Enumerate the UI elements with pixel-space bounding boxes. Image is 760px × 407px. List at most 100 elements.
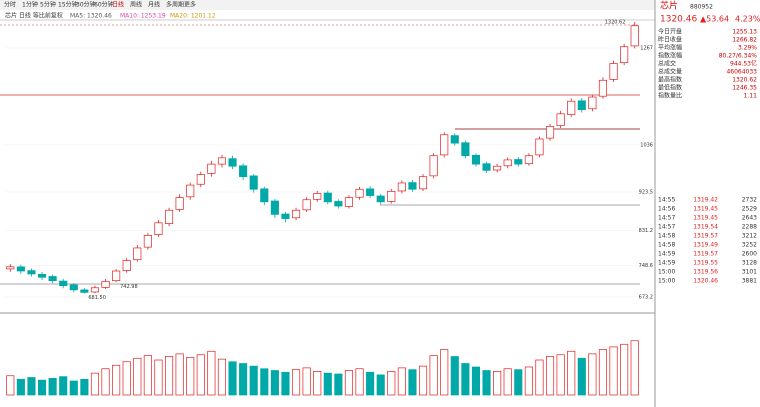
stat-value: 944.53亿 xyxy=(730,60,757,68)
candle-body xyxy=(620,46,629,64)
volume-bar xyxy=(450,356,459,396)
candle-body xyxy=(440,134,449,156)
ma-label: MA20: 1201.12 xyxy=(170,13,216,20)
volume-bar xyxy=(630,340,639,396)
volume-bar xyxy=(207,350,216,396)
toolbar-bg xyxy=(0,0,655,10)
tab[interactable]: 60分钟 xyxy=(94,1,114,9)
volume-bar xyxy=(122,361,131,396)
candle-body xyxy=(302,199,311,211)
volume-bar xyxy=(6,375,15,396)
candle-body xyxy=(387,191,396,202)
volume-bar xyxy=(101,368,110,396)
volume-bar xyxy=(80,378,89,396)
trade-time: 14:58 xyxy=(658,233,675,240)
trade-time: 14:56 xyxy=(658,206,675,213)
candle-body xyxy=(514,159,523,165)
candle-body xyxy=(217,157,227,165)
volume-bar xyxy=(408,369,417,396)
panel-name: 芯片 xyxy=(660,0,678,12)
tab[interactable]: 月线 xyxy=(148,1,160,9)
volume-bar xyxy=(37,379,47,396)
candle-body xyxy=(281,213,290,219)
volume-bar xyxy=(270,370,279,396)
trade-volume: 3252 xyxy=(742,242,757,249)
candle-body xyxy=(471,154,481,165)
trade-time: 14:57 xyxy=(658,215,675,222)
volume-bar xyxy=(376,374,385,396)
info: 芯片 日线 等比前复权 xyxy=(5,12,63,20)
tab[interactable]: 日线 xyxy=(112,1,124,9)
volume-bar xyxy=(260,368,269,396)
trade-price: 1319.56 xyxy=(693,269,718,276)
tab[interactable]: 5分钟 xyxy=(40,1,56,9)
candle-body xyxy=(545,126,555,139)
candle-body xyxy=(524,155,533,165)
tab[interactable]: 1分钟 xyxy=(22,1,38,9)
stat-label: 总成交量 xyxy=(658,68,682,76)
candle-body xyxy=(630,25,639,47)
candle-body xyxy=(249,175,258,190)
trade-volume: 3101 xyxy=(742,269,757,276)
annotation: 681.50 xyxy=(88,295,106,301)
candle-body xyxy=(101,281,110,288)
y-tick-label: 831.2 xyxy=(639,228,653,234)
candle-body xyxy=(429,155,438,177)
volume-bar xyxy=(175,353,184,396)
volume-bar xyxy=(48,378,57,396)
volume-bar xyxy=(217,358,227,396)
candle-body xyxy=(408,182,417,190)
candle-body xyxy=(461,142,470,157)
stat-label: 最低指数 xyxy=(658,84,682,92)
candle-body xyxy=(207,163,216,174)
trade-volume: 2643 xyxy=(742,215,757,222)
candle-body xyxy=(313,193,322,200)
annotation: 742.98 xyxy=(120,284,138,290)
candle-body xyxy=(164,209,174,224)
candle-body xyxy=(175,197,184,210)
candle-body xyxy=(112,270,121,282)
trade-volume: 3212 xyxy=(742,233,757,240)
stat-value: 3.29% xyxy=(738,45,757,52)
volume-bar xyxy=(588,353,597,396)
tab[interactable]: 周线 xyxy=(130,1,142,9)
candle-body xyxy=(228,158,237,167)
stat-label: 平均涨幅 xyxy=(658,44,682,52)
volume-bar xyxy=(281,371,290,396)
tab[interactable]: 30分钟 xyxy=(76,1,96,9)
tab[interactable]: 更多 xyxy=(184,1,196,9)
candle-body xyxy=(535,138,544,156)
candle-body xyxy=(609,63,618,80)
candle-body xyxy=(376,195,385,203)
trade-volume: 3128 xyxy=(742,260,757,267)
volume-bar xyxy=(429,355,438,396)
candle-body xyxy=(567,100,576,115)
tab[interactable]: 多周期 xyxy=(166,1,184,9)
trade-time: 14:55 xyxy=(658,197,675,204)
candle-body xyxy=(344,197,354,207)
tab[interactable]: 分时 xyxy=(4,1,16,9)
volume-bar xyxy=(196,354,205,396)
volume-bar xyxy=(143,355,152,396)
trade-volume: 2288 xyxy=(742,224,757,231)
volume-bar xyxy=(493,371,502,396)
candle-body xyxy=(260,188,269,203)
tab[interactable]: 15分钟 xyxy=(58,1,78,9)
candle-body xyxy=(450,135,459,144)
volume-bar xyxy=(16,378,25,396)
candle-body xyxy=(122,260,131,271)
panel-code: 880952 xyxy=(690,4,713,11)
trade-time: 15:00 xyxy=(658,278,675,285)
volume-bar xyxy=(461,363,470,396)
volume-bar xyxy=(387,371,396,396)
trade-volume: 2732 xyxy=(742,197,757,204)
candle-body xyxy=(133,247,142,261)
volume-bar xyxy=(482,370,491,396)
volume-bar xyxy=(620,343,629,396)
volume-bar xyxy=(112,364,121,396)
stat-value: 1266.82 xyxy=(732,37,757,44)
candle-body xyxy=(186,184,195,198)
volume-bar xyxy=(59,376,68,396)
volume-bar xyxy=(598,349,608,396)
